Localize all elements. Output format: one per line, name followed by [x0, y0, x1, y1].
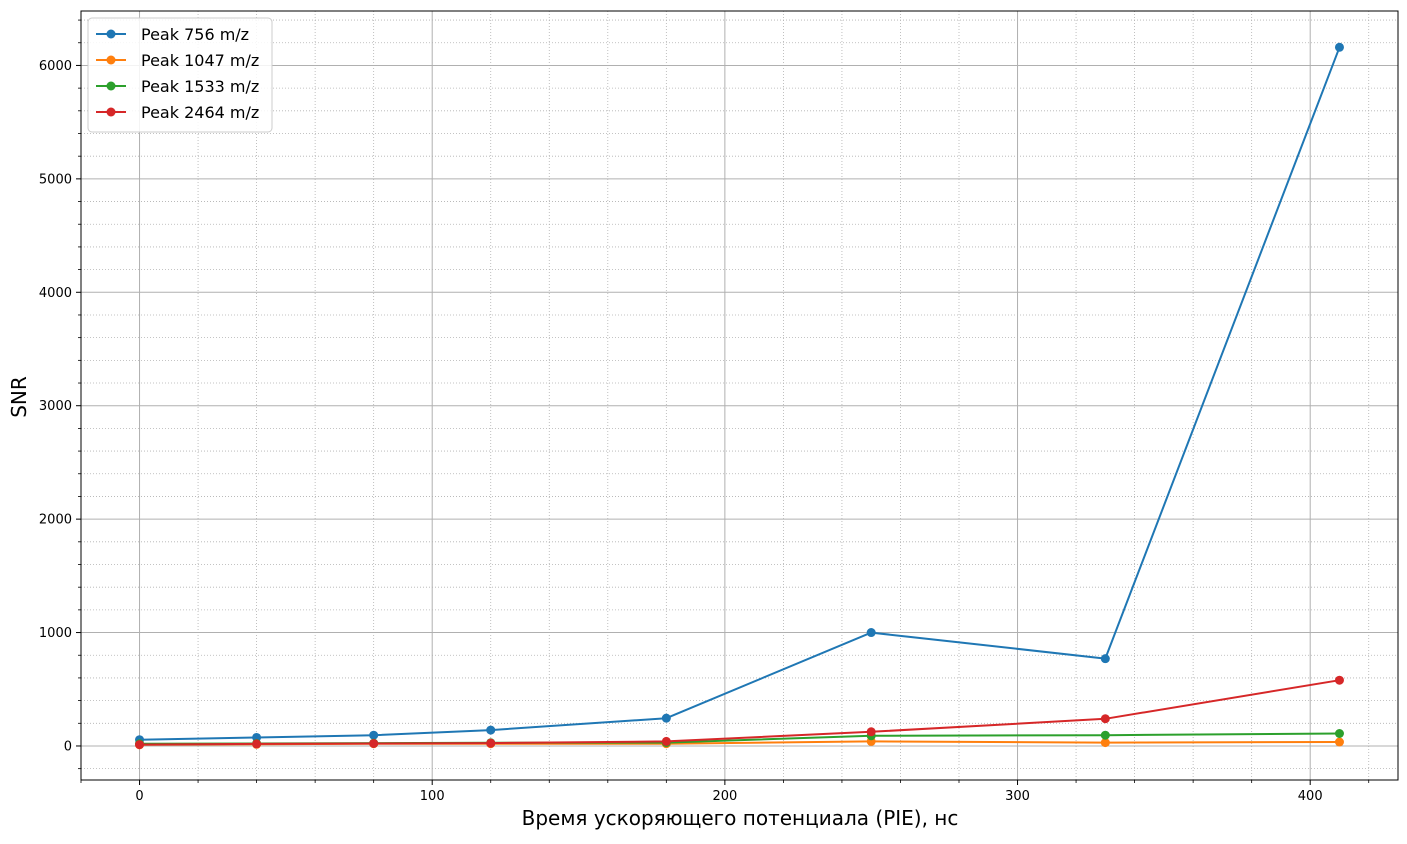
major-grid	[81, 11, 1398, 780]
y-tick-label: 6000	[39, 59, 72, 74]
legend-item: Peak 1533 m/z	[96, 77, 259, 96]
legend-item: Peak 756 m/z	[96, 25, 249, 44]
legend-label: Peak 1047 m/z	[141, 51, 259, 70]
y-axis-title: SNR	[7, 376, 31, 418]
series-group	[135, 42, 1344, 745]
legend-marker	[106, 29, 116, 39]
series-line	[139, 679, 1340, 746]
legend-marker	[106, 81, 116, 91]
legend-marker	[106, 107, 116, 117]
data-point	[1100, 654, 1110, 664]
plot-frame	[80, 10, 1399, 781]
legend-label: Peak 2464 m/z	[141, 103, 259, 122]
series-layer	[135, 42, 1344, 750]
data-point	[486, 725, 496, 735]
data-point	[369, 738, 379, 748]
minor-grid	[80, 11, 1398, 780]
legend-item: Peak 2464 m/z	[96, 103, 259, 122]
data-point	[866, 628, 876, 638]
x-tick-label: 0	[135, 789, 143, 804]
x-axis-title: Время ускоряющего потенциала (PIE), нс	[522, 806, 959, 830]
data-point	[1100, 714, 1110, 724]
data-point	[661, 736, 671, 746]
data-point	[1334, 675, 1344, 685]
x-tick-label: 200	[712, 789, 737, 804]
legend: Peak 756 m/z Peak 1047 m/z Peak 1533 m/z Pe…	[87, 17, 273, 133]
data-point	[369, 730, 379, 740]
data-point	[135, 740, 145, 750]
data-point	[486, 738, 496, 748]
legend-label: Peak 1533 m/z	[141, 77, 259, 96]
y-tick-label: 2000	[39, 513, 72, 528]
legend-box	[87, 17, 273, 133]
data-point	[1100, 738, 1110, 748]
series-line	[139, 46, 1341, 741]
data-point	[252, 739, 262, 749]
legend-item: Peak 1047 m/z	[96, 51, 259, 70]
series-group	[135, 675, 1344, 750]
x-tick-label: 400	[1298, 789, 1323, 804]
y-tick-label: 1000	[39, 626, 72, 641]
data-point	[1334, 728, 1344, 738]
data-point	[1334, 42, 1344, 52]
x-tick-label: 300	[1005, 789, 1030, 804]
y-tick-label: 0	[64, 739, 72, 754]
y-tick-label: 3000	[39, 399, 72, 414]
data-point	[661, 713, 671, 723]
y-tick-label: 5000	[39, 172, 72, 187]
legend-label: Peak 756 m/z	[141, 25, 249, 44]
legend-marker	[106, 55, 116, 65]
data-point	[866, 727, 876, 737]
x-tick-label: 100	[420, 789, 445, 804]
y-tick-label: 4000	[39, 286, 72, 301]
data-point	[1334, 737, 1344, 747]
data-point	[1100, 730, 1110, 740]
